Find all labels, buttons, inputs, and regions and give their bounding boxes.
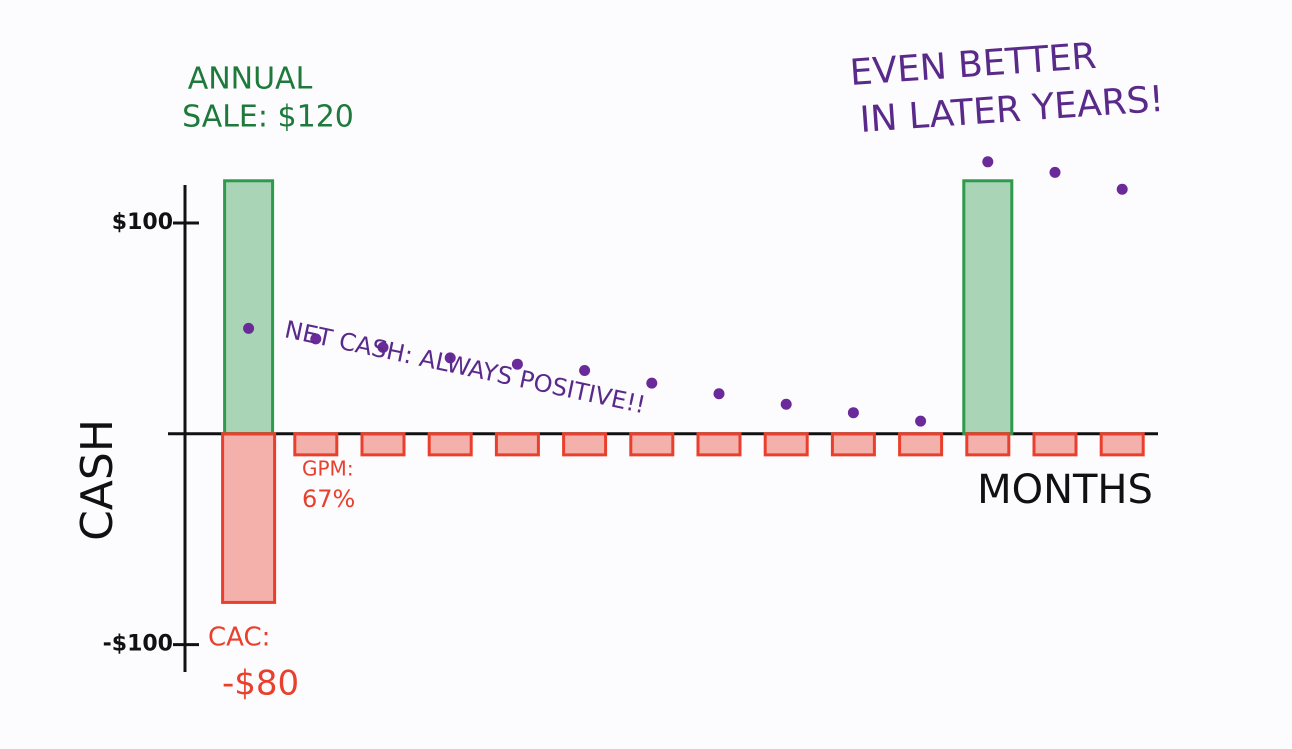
dot — [243, 322, 255, 334]
bar — [293, 432, 339, 457]
dot — [579, 365, 591, 377]
annotation: ANNUAL — [188, 62, 313, 97]
bar — [223, 179, 275, 436]
annotation: CAC: — [208, 623, 270, 653]
dot — [847, 407, 859, 419]
bar — [696, 432, 742, 457]
y-axis-label: CASH — [72, 419, 123, 541]
bar — [1099, 432, 1145, 457]
dot — [915, 415, 927, 427]
annotation: GPM: — [302, 457, 354, 481]
annotation: -$80 — [222, 664, 299, 704]
dot — [511, 358, 523, 370]
bar — [494, 432, 540, 457]
annotation: SALE: $120 — [182, 100, 354, 135]
bar — [962, 179, 1014, 436]
bar — [898, 432, 944, 457]
bar — [763, 432, 809, 457]
x-axis-label: MONTHS — [977, 467, 1153, 513]
y-tick-label: -$100 — [103, 632, 173, 657]
dot — [713, 388, 725, 400]
bar — [562, 432, 608, 457]
bar — [427, 432, 473, 457]
bar — [965, 432, 1011, 457]
dot — [444, 352, 456, 364]
dot — [1116, 183, 1128, 195]
bar — [221, 432, 277, 604]
dot — [377, 341, 389, 353]
dot — [982, 156, 994, 168]
bar — [629, 432, 675, 457]
dot — [780, 398, 792, 410]
y-tick-label: $100 — [112, 210, 173, 235]
annotation: NET CASH: ALWAYS POSITIVE!! — [282, 315, 648, 419]
dot — [310, 333, 322, 345]
bar — [1032, 432, 1078, 457]
bar — [360, 432, 406, 457]
dot — [1049, 166, 1061, 178]
dot — [646, 377, 658, 389]
bar — [830, 432, 876, 457]
annotation: 67% — [302, 485, 355, 513]
